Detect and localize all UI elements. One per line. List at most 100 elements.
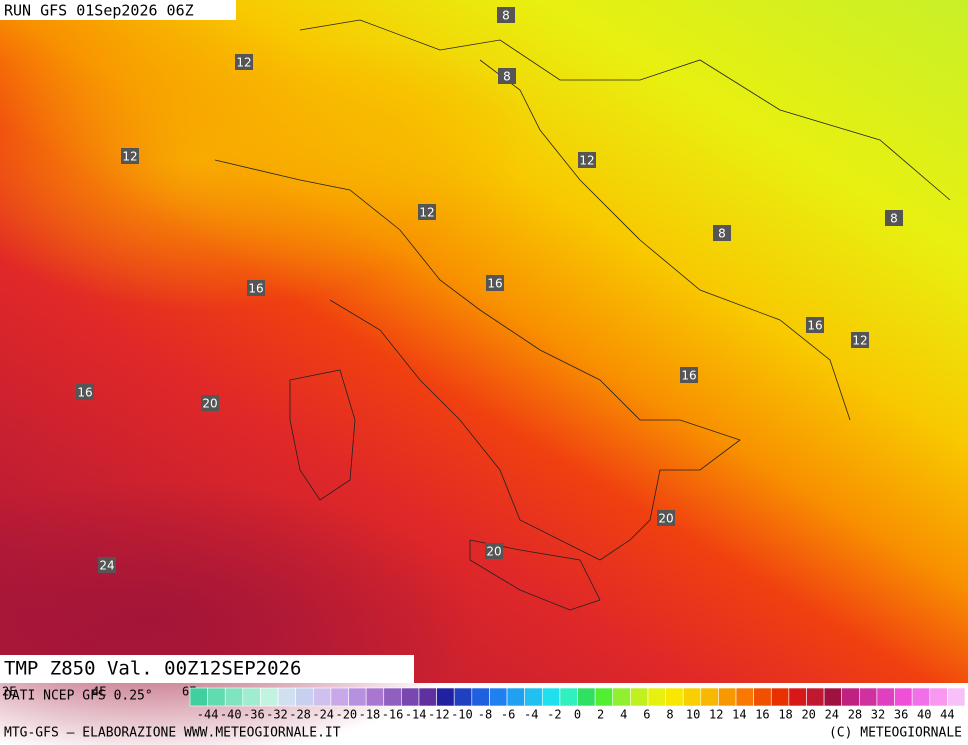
legend-label: 6: [643, 708, 650, 722]
legend-swatch: [682, 687, 702, 707]
footer-left: MTG-GFS — ELABORAZIONE WWW.METEOGIORNALE…: [4, 726, 341, 741]
legend-swatch: [753, 687, 772, 707]
contour-label: 16: [487, 277, 502, 291]
legend-swatch: [436, 687, 455, 707]
legend-swatch: [770, 687, 790, 707]
contour-label-box: [713, 225, 731, 241]
contour-label: 12: [579, 154, 594, 168]
contour-label: 12: [236, 56, 251, 70]
legend-swatch: [665, 687, 684, 707]
legend-label: -10: [451, 708, 473, 722]
legend-label: 12: [709, 708, 723, 722]
contour-label: 8: [502, 9, 510, 23]
legend-swatch: [947, 687, 966, 707]
legend-label: 4: [620, 708, 627, 722]
legend-swatch: [348, 687, 367, 707]
contour-label-box: [76, 384, 94, 400]
legend-swatch: [242, 687, 261, 707]
legend-swatch: [911, 687, 931, 707]
legend-label: -16: [382, 708, 404, 722]
legend-swatch: [489, 687, 508, 707]
contour-label-box: [418, 204, 436, 220]
legend-swatch: [929, 687, 948, 707]
legend-swatch: [859, 687, 878, 707]
legend-label: 10: [686, 708, 700, 722]
legend-swatch: [559, 687, 578, 707]
legend-swatch: [735, 687, 754, 707]
contour-label: 24: [99, 559, 114, 573]
contour-label-box: [247, 280, 265, 296]
legend-label: -8: [478, 708, 492, 722]
legend-swatch: [207, 687, 226, 707]
caption-box: [0, 655, 414, 683]
legend-swatch: [594, 687, 614, 707]
contour-label-box: [485, 543, 503, 559]
legend-label: -44: [197, 708, 219, 722]
contour-label-box: [498, 68, 516, 84]
legend-swatch: [224, 687, 244, 707]
legend-swatch: [823, 687, 843, 707]
contour-label-box: [680, 367, 698, 383]
legend-label: -28: [289, 708, 311, 722]
legend-swatch: [647, 687, 666, 707]
legend-swatch: [471, 687, 490, 707]
contour-label: 12: [419, 206, 434, 220]
contour-label: 16: [248, 282, 263, 296]
legend-swatch: [312, 687, 332, 707]
legend-swatch: [295, 687, 314, 707]
legend-label: -40: [220, 708, 242, 722]
contour-label: 8: [503, 70, 511, 84]
legend-label: 44: [940, 708, 954, 722]
legend-swatch: [841, 687, 860, 707]
legend-label: 20: [801, 708, 815, 722]
legend-swatch: [277, 687, 296, 707]
field-label: TMP Z850 Val. 00Z12SEP2026: [4, 658, 301, 680]
legend-label: -2: [547, 708, 561, 722]
legend-swatch: [330, 687, 349, 707]
legend-swatch: [577, 687, 596, 707]
contour-label-box: [578, 152, 596, 168]
legend-label: -12: [428, 708, 450, 722]
legend-label: 28: [848, 708, 862, 722]
legend-swatch: [524, 687, 543, 707]
legend-label: -36: [243, 708, 265, 722]
legend-swatch: [453, 687, 473, 707]
legend-label: 2: [597, 708, 604, 722]
contour-label-box: [885, 210, 903, 226]
legend-swatch: [383, 687, 402, 707]
legend-swatch: [365, 687, 385, 707]
legend-swatch: [612, 687, 631, 707]
legend-swatch: [806, 687, 825, 707]
legend-swatch: [506, 687, 525, 707]
contour-label: 12: [852, 334, 867, 348]
contour-label-box: [121, 148, 139, 164]
contour-label: 16: [681, 369, 696, 383]
contour-label-box: [235, 54, 253, 70]
legend-swatch: [718, 687, 737, 707]
contour-label-box: [98, 557, 116, 573]
legend-label: 40: [917, 708, 931, 722]
legend-swatch: [700, 687, 719, 707]
contour-label-box: [657, 510, 675, 526]
contour-label-box: [201, 395, 219, 411]
legend-swatch: [401, 687, 420, 707]
legend-label: 32: [871, 708, 885, 722]
legend-label: 14: [732, 708, 746, 722]
legend-label: 0: [574, 708, 581, 722]
longitude-label: 2E: [2, 685, 16, 699]
contour-label: 16: [807, 319, 822, 333]
contour-label-box: [851, 332, 869, 348]
contour-label-box: [806, 317, 824, 333]
legend-swatch: [541, 687, 561, 707]
legend-swatch: [260, 687, 279, 707]
footer-right: (C) METEOGIORNALE: [829, 726, 962, 741]
source-label: DATI NCEP GFS 0.25°: [4, 689, 153, 704]
contour-label-box: [497, 7, 515, 23]
contour-label: 20: [202, 397, 217, 411]
legend-label: 16: [755, 708, 769, 722]
contour-label: 8: [890, 212, 898, 226]
contour-label: 16: [77, 386, 92, 400]
legend-label: -20: [335, 708, 357, 722]
